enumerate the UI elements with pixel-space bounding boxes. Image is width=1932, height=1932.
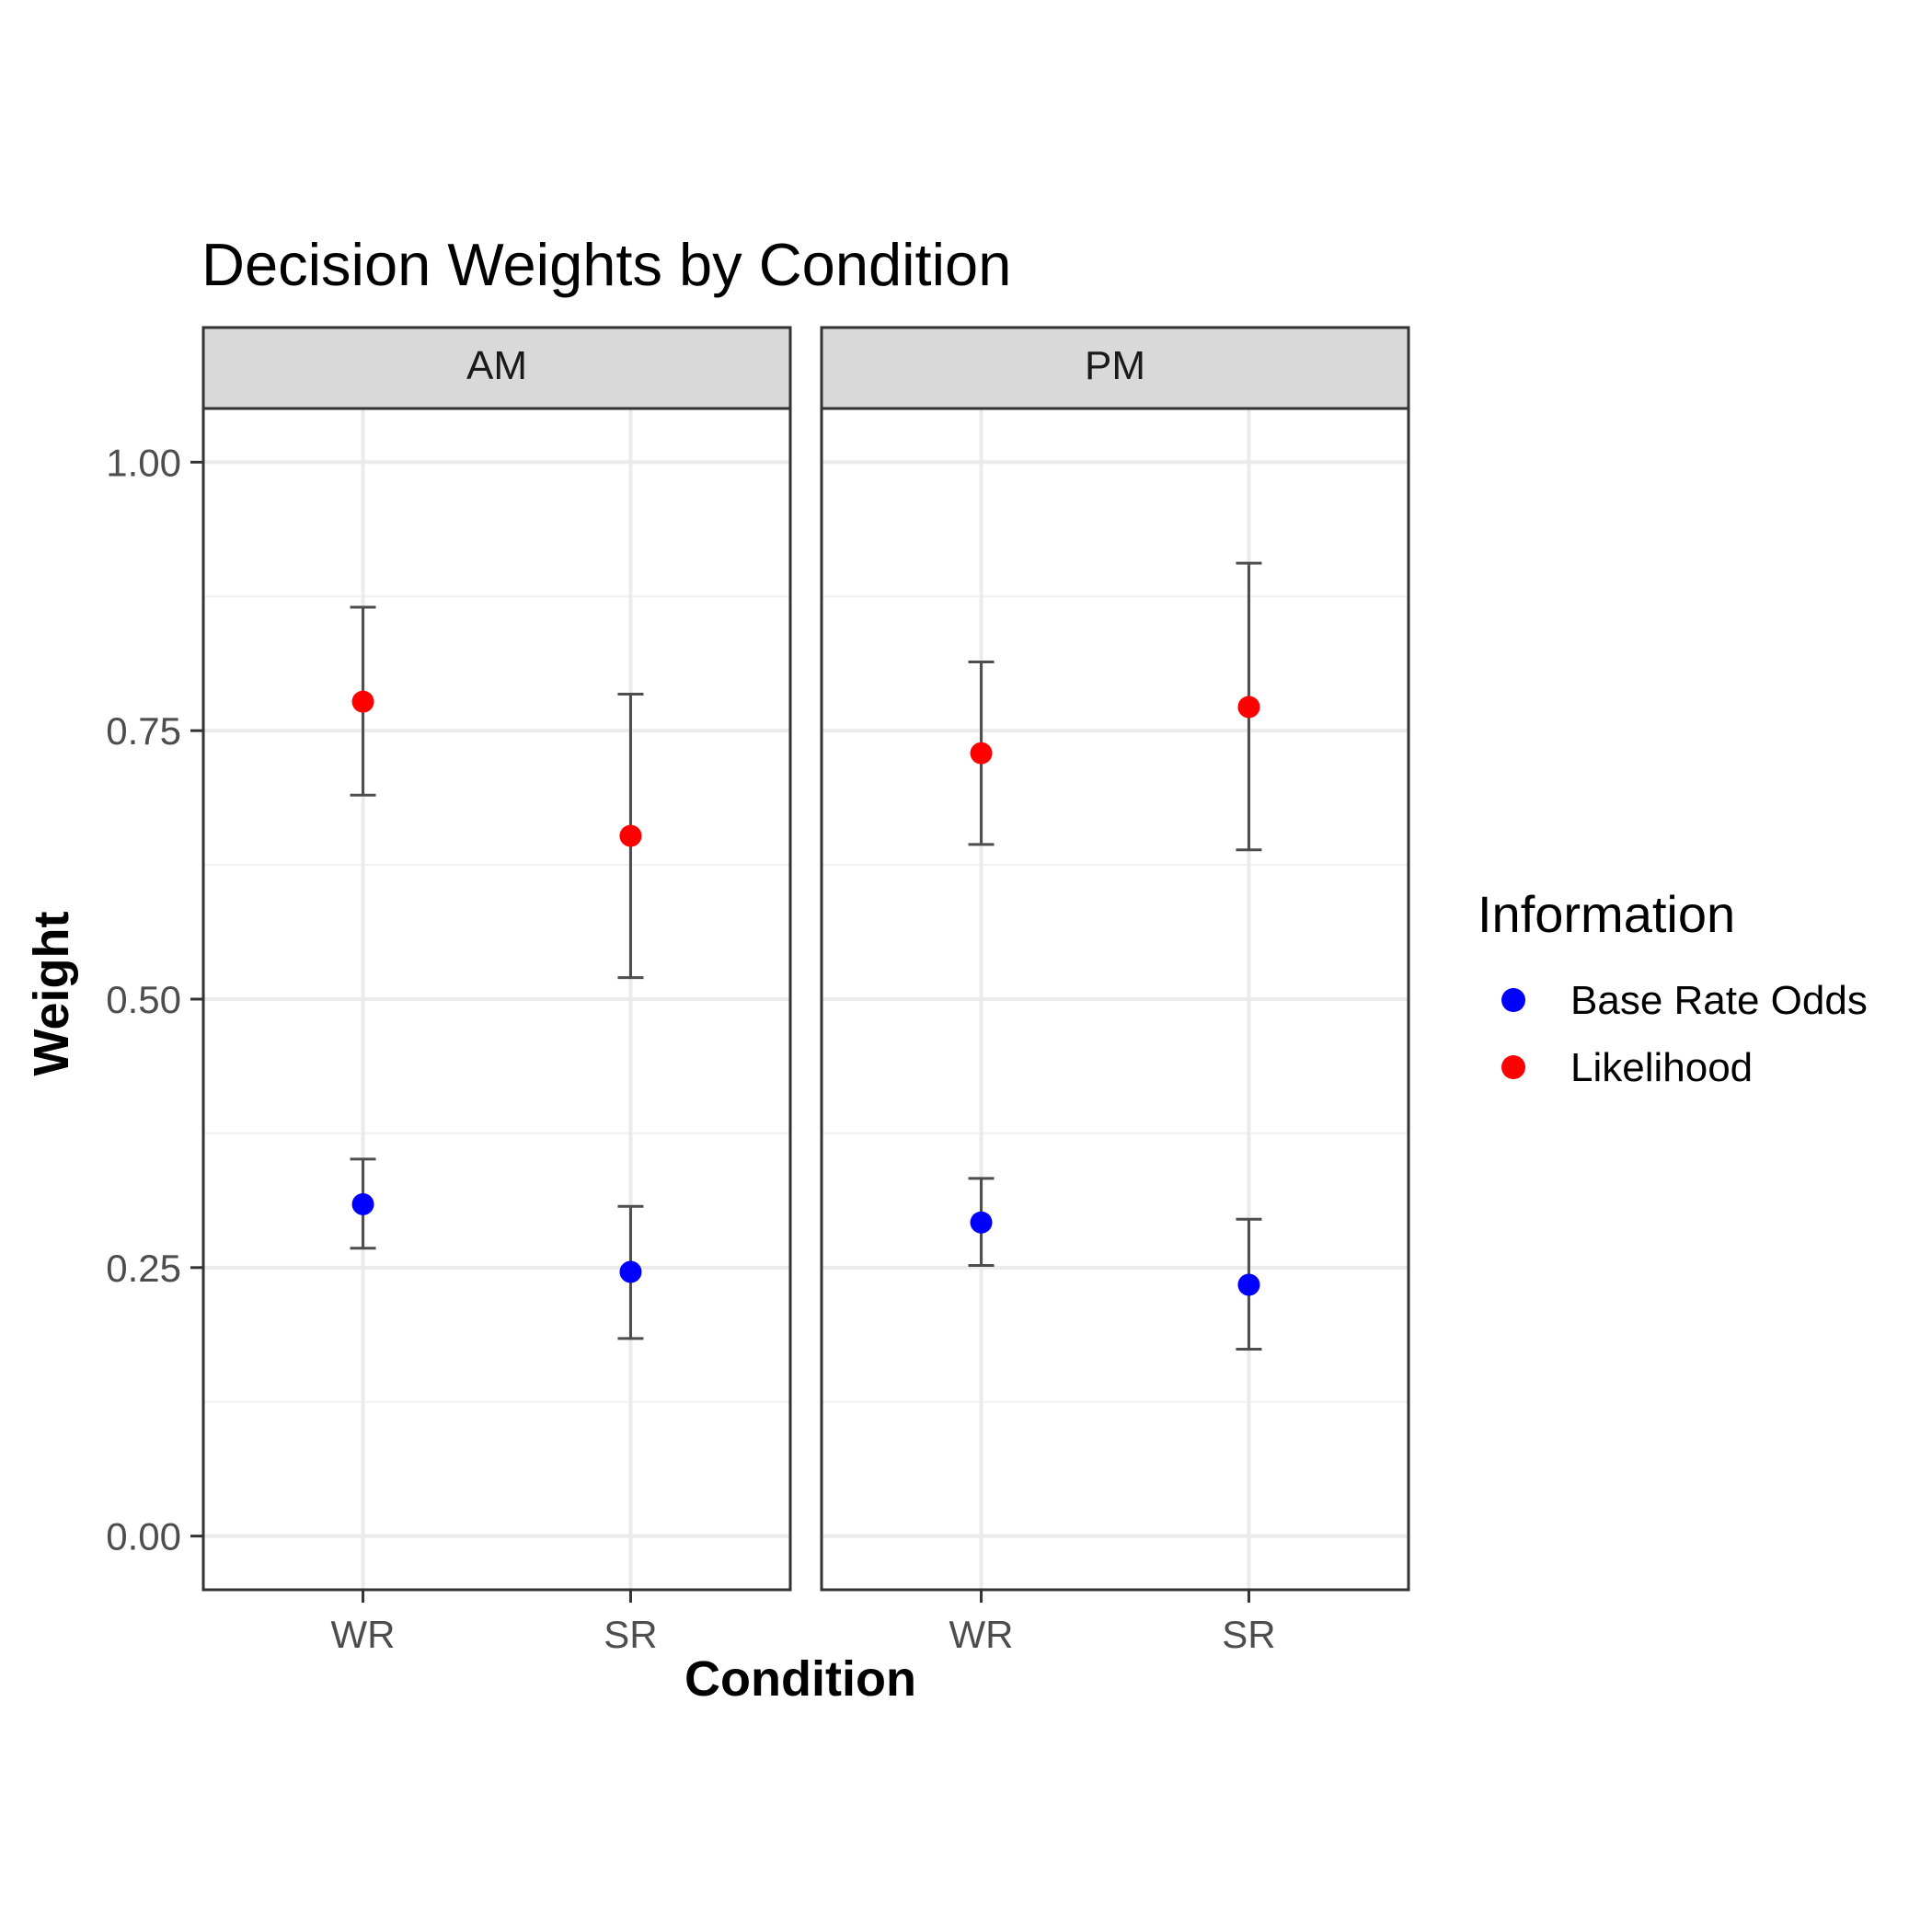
y-tick-label-0-50: 0.50	[106, 978, 181, 1021]
y-tick-label-0-00: 0.00	[106, 1515, 181, 1558]
x-tick-label-sr: SR	[604, 1613, 657, 1656]
legend-label-likelihood: Likelihood	[1570, 1045, 1753, 1090]
x-tick-label-wr: WR	[331, 1613, 396, 1656]
panel-border-pm	[820, 407, 1410, 1592]
legend-key-base-rate-odds	[1501, 988, 1525, 1012]
panel-border-am	[201, 407, 792, 1592]
x-tick-label-sr: SR	[1222, 1613, 1275, 1656]
point-pm-likelihood-wr	[970, 742, 993, 765]
point-am-base-rate-odds-sr	[619, 1260, 642, 1283]
point-pm-base-rate-odds-sr	[1237, 1273, 1260, 1296]
legend-key-likelihood	[1501, 1055, 1525, 1079]
chart-title: Decision Weights by Condition	[201, 231, 1011, 298]
point-am-likelihood-wr	[351, 690, 374, 713]
x-tick-label-wr: WR	[949, 1613, 1014, 1656]
legend-title: Information	[1478, 885, 1735, 943]
strip-am	[201, 326, 792, 410]
legend: Information Base Rate Odds Likelihood	[1478, 885, 1868, 1090]
strip-label-am: AM	[466, 343, 527, 388]
y-tick-label-0-25: 0.25	[106, 1247, 181, 1290]
legend-label-base-rate-odds: Base Rate Odds	[1570, 978, 1868, 1023]
point-pm-likelihood-sr	[1237, 696, 1260, 719]
y-axis: 0.00 0.25 0.50 0.75 1.00	[106, 441, 203, 1558]
chart-panels: 0.00 0.25 0.50 0.75 1.00 AM WR SR PM WR SR	[106, 326, 1410, 1656]
y-tick-label-0-75: 0.75	[106, 709, 181, 753]
point-pm-base-rate-odds-wr	[970, 1211, 993, 1234]
point-am-base-rate-odds-wr	[351, 1192, 374, 1215]
panel-pm: PM WR SR	[820, 326, 1410, 1656]
point-am-likelihood-sr	[619, 824, 642, 847]
y-axis-title: Weight	[24, 911, 79, 1075]
panel-am: AM WR SR	[201, 326, 792, 1656]
strip-label-pm: PM	[1085, 343, 1145, 388]
strip-pm	[820, 326, 1410, 410]
x-axis-title: Condition	[684, 1651, 916, 1707]
y-tick-label-1-00: 1.00	[106, 441, 181, 484]
